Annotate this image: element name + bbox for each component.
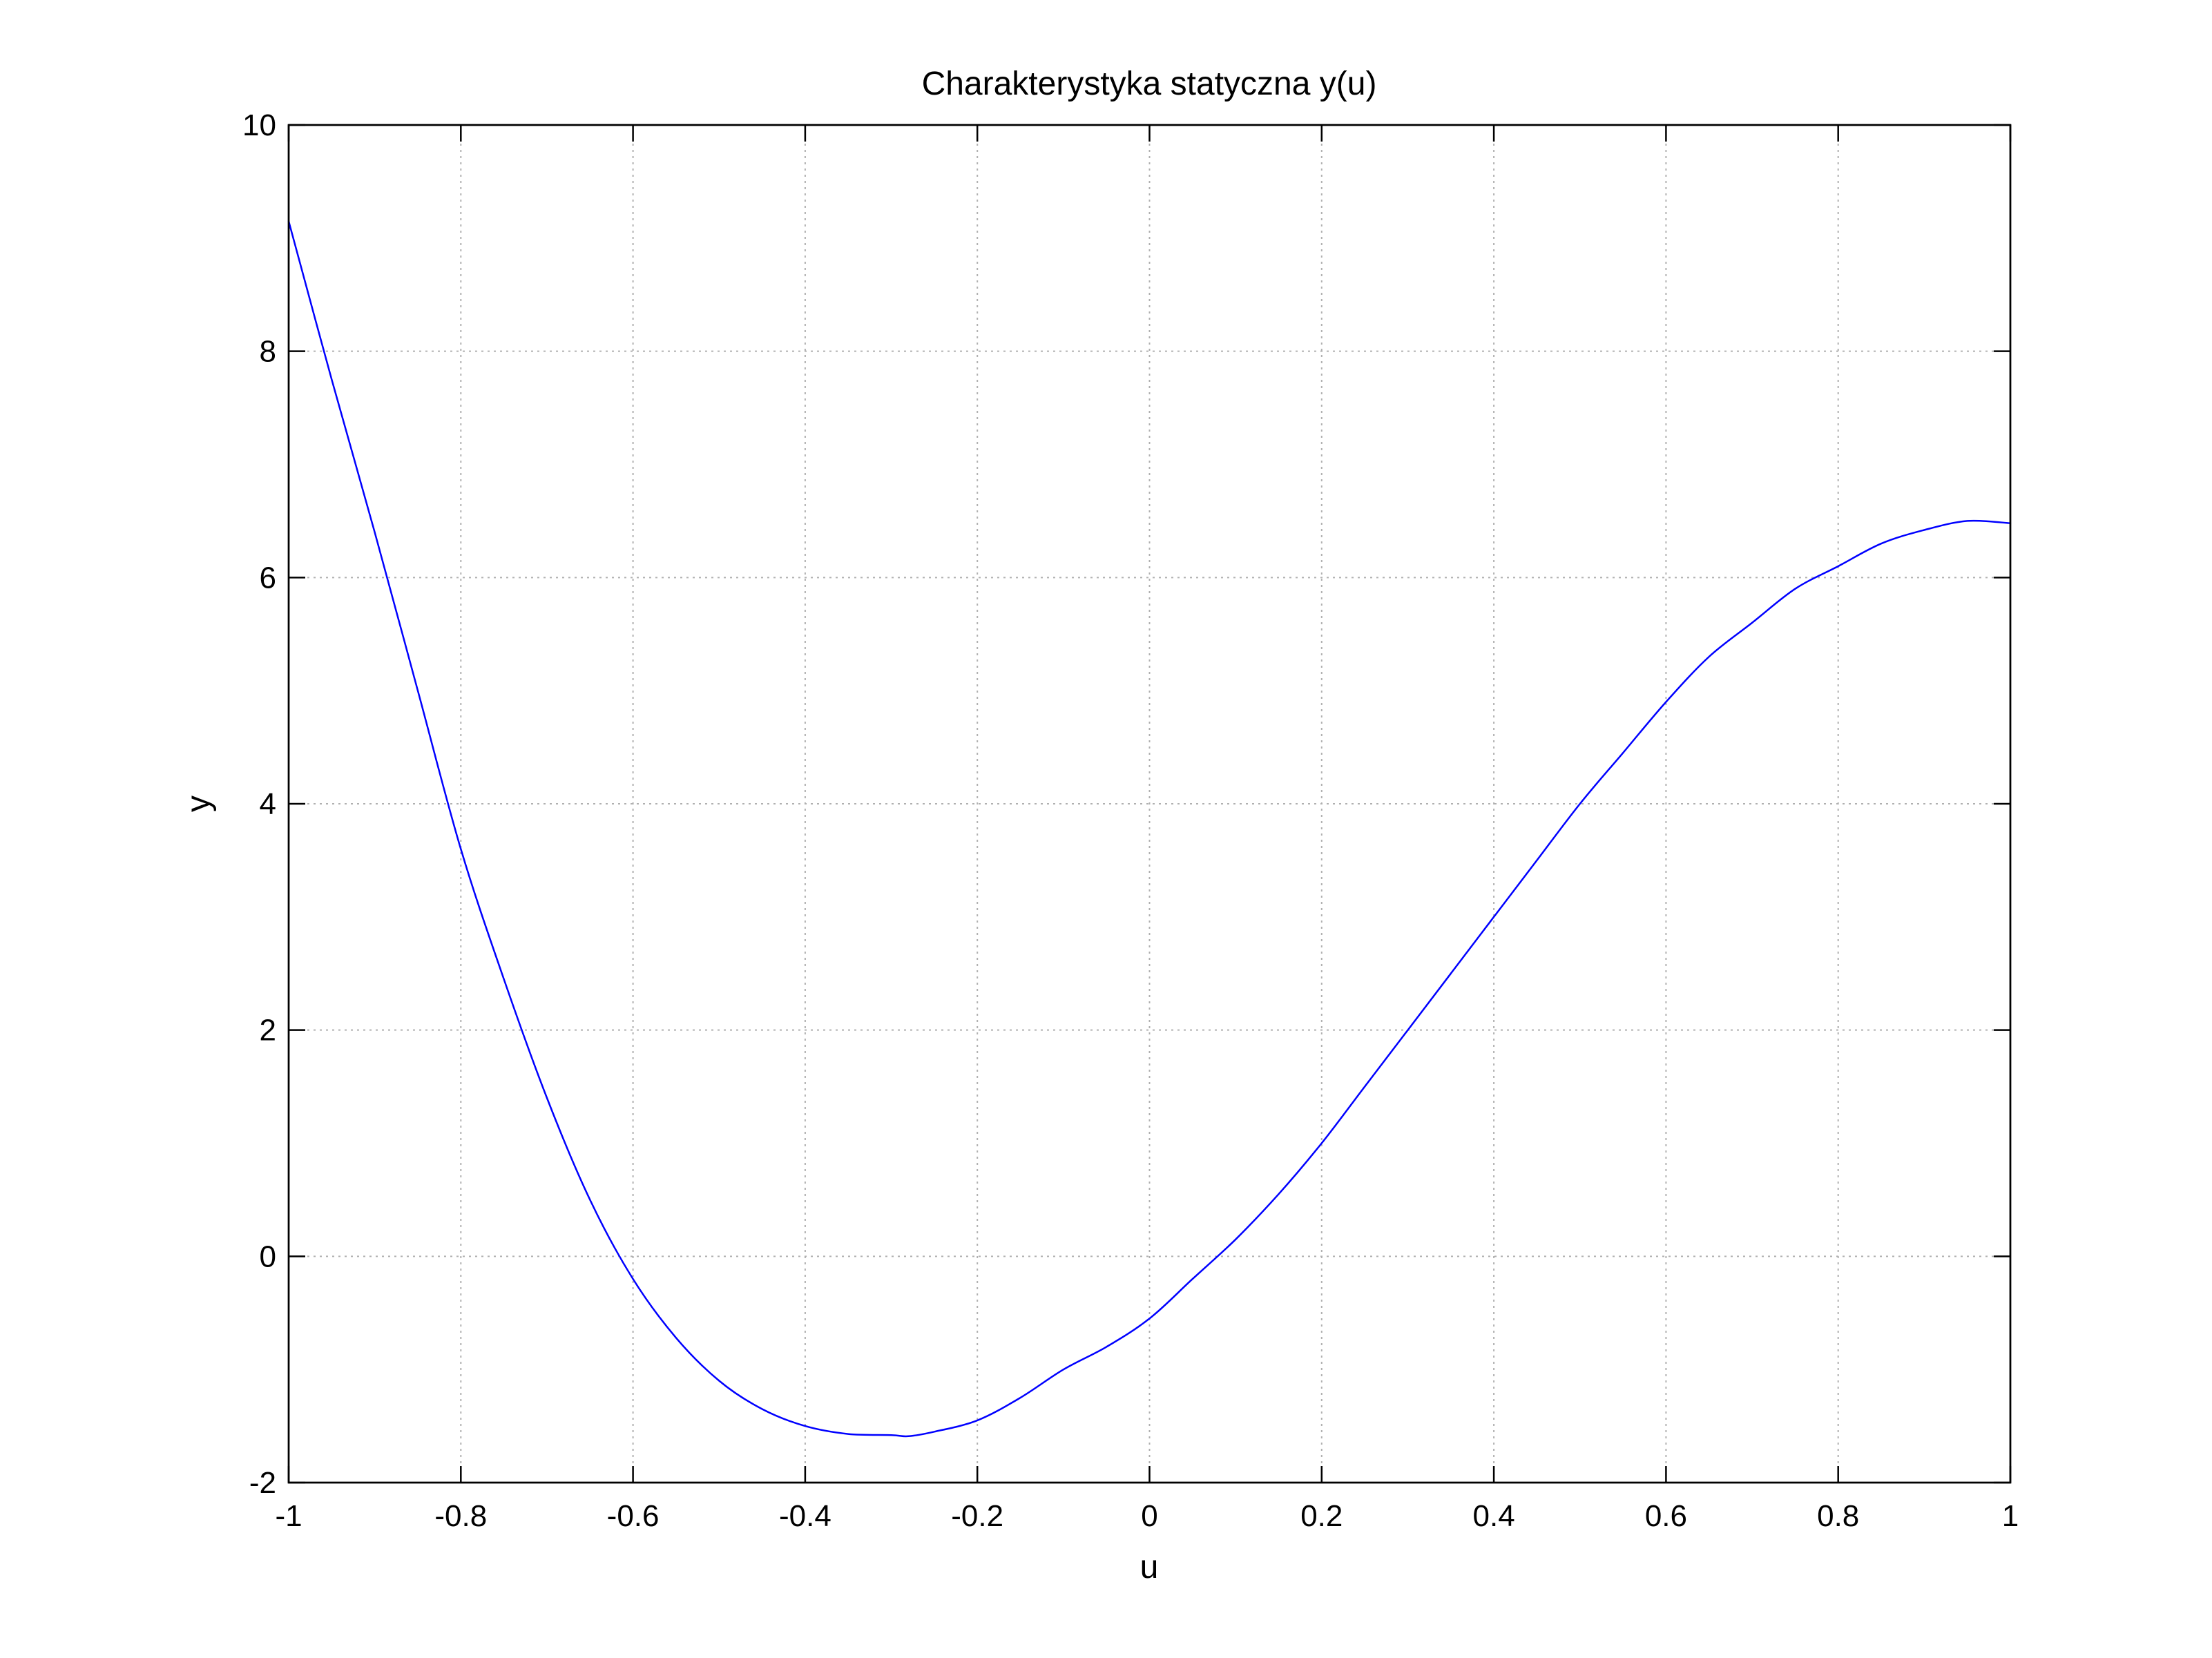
- series-layer: [287, 220, 2012, 1438]
- x-tick-label: 0: [1141, 1499, 1157, 1533]
- x-tick-label: -0.4: [779, 1499, 831, 1533]
- y-tick-label: 8: [260, 335, 276, 369]
- y-grid: [289, 350, 2010, 1257]
- axes-frame: [287, 124, 2012, 1484]
- x-tick-label: 0.6: [1645, 1499, 1687, 1533]
- x-tick-label: 0.8: [1817, 1499, 1859, 1533]
- x-tick-label: 0.2: [1300, 1499, 1343, 1533]
- x-tick-label: -1: [275, 1499, 302, 1533]
- series-line-0: [287, 220, 2012, 1438]
- x-tick-label: 0.4: [1473, 1499, 1515, 1533]
- y-tick-label: 4: [260, 787, 276, 821]
- y-tick-label: 0: [260, 1240, 276, 1273]
- x-tick-label: -0.2: [951, 1499, 1003, 1533]
- x-axis-ticks: -1 -0.8 -0.6 -0.4 -0.2 0 0.2 0.4 0.6 0.8 1: [275, 125, 2019, 1533]
- y-axis-label: y: [180, 796, 217, 812]
- x-tick-label: 1: [2002, 1499, 2019, 1533]
- chart-title: Charakterystyka statyczna y(u): [922, 66, 1377, 102]
- x-tick-label: -0.6: [607, 1499, 660, 1533]
- x-tick-label: -0.8: [434, 1499, 487, 1533]
- x-axis-label: u: [1140, 1549, 1159, 1585]
- y-axis-ticks: -2 0 2 4 6 8 10: [242, 108, 2010, 1500]
- y-tick-label: 2: [260, 1014, 276, 1048]
- y-tick-label: -2: [249, 1466, 276, 1500]
- y-tick-label: 6: [260, 561, 276, 595]
- y-tick-label: 10: [242, 108, 276, 142]
